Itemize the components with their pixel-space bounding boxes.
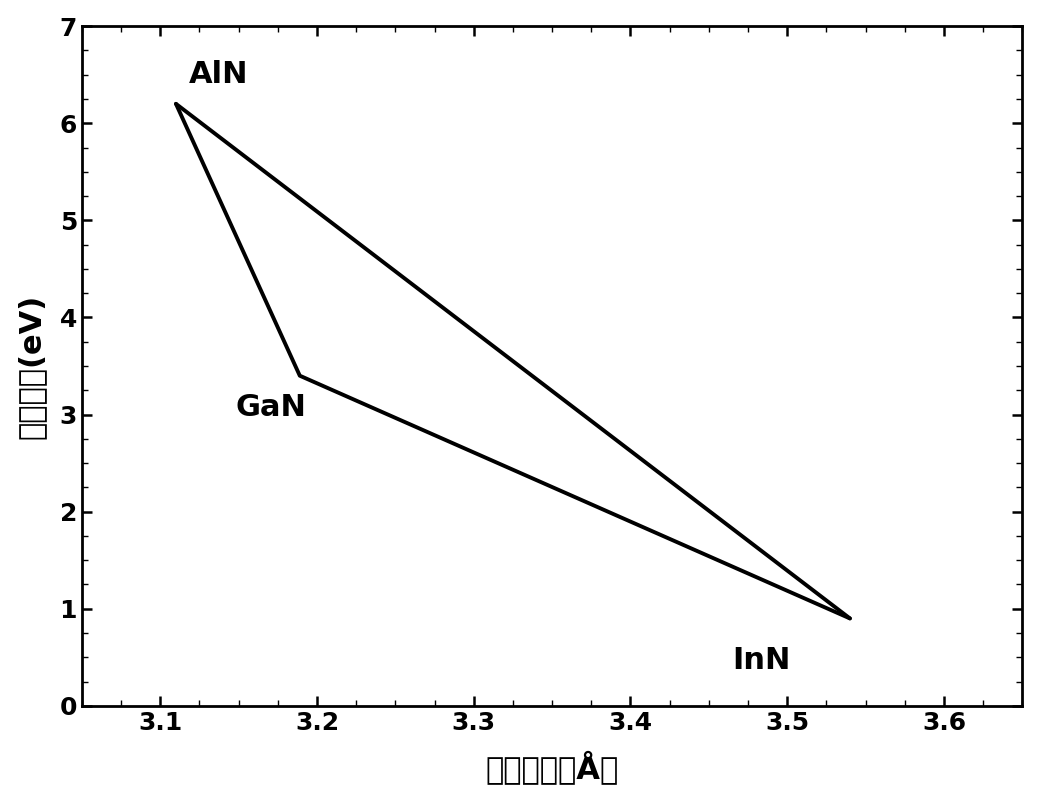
Text: AlN: AlN xyxy=(188,60,248,89)
Text: InN: InN xyxy=(732,646,791,674)
Y-axis label: 禁带宽度(eV): 禁带宽度(eV) xyxy=(17,294,46,439)
X-axis label: 晶格常数（Å）: 晶格常数（Å） xyxy=(485,751,619,785)
Text: GaN: GaN xyxy=(236,393,307,422)
